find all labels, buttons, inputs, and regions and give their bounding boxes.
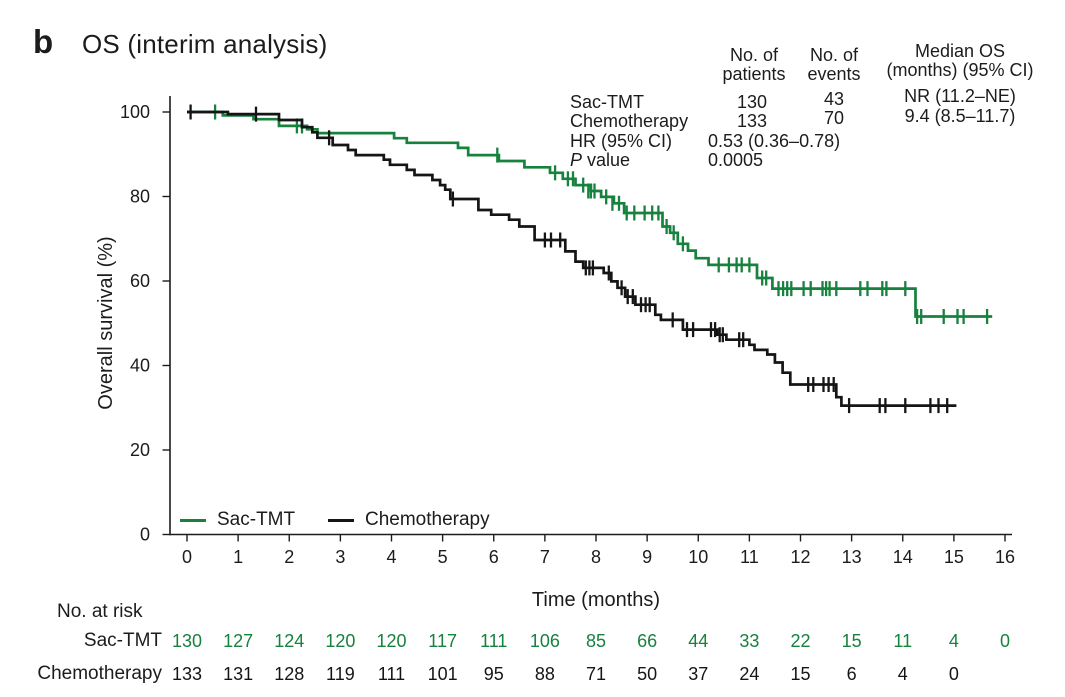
y-tick-label: 100 xyxy=(120,102,150,122)
risk-count: 50 xyxy=(637,664,658,684)
risk-row-sac-tmt: Sac-TMT 130 127 124 120 120 117 111 106 85 66 44 33… xyxy=(0,630,1065,652)
x-tick-label: 2 xyxy=(284,547,294,567)
stats-chemotherapy-events: 70 xyxy=(823,108,845,128)
risk-count: 120 xyxy=(325,631,356,651)
y-tick-label: 40 xyxy=(130,356,150,376)
risk-count: 117 xyxy=(428,631,457,651)
chemotherapy-legend-label: Chemotherapy xyxy=(365,509,490,530)
censor-marks-sac-tmt xyxy=(213,104,989,324)
stats-sac-tmt-patients: 130 xyxy=(736,92,768,112)
risk-count: 124 xyxy=(274,631,305,651)
x-tick-label: 9 xyxy=(642,547,652,567)
x-tick-label: 3 xyxy=(335,547,345,567)
risk-count: 128 xyxy=(274,664,305,684)
risk-row-chemotherapy: Chemotherapy 133 131 128 119 111 101 95 88 71 50 3… xyxy=(0,663,1065,685)
risk-count: 85 xyxy=(585,631,607,651)
risk-count: 0 xyxy=(948,664,959,684)
stats-sac-tmt-events: 43 xyxy=(823,89,845,109)
stats-col-median-header: Median OS (months) (95% CI) xyxy=(886,41,1034,80)
sac-tmt-legend-label: Sac-TMT xyxy=(217,509,296,530)
stats-hr-value: 0.53 (0.36–0.78) xyxy=(708,131,841,151)
x-tick-label: 16 xyxy=(995,547,1015,567)
risk-count: 130 xyxy=(171,631,203,651)
stats-row-hr-label: HR (95% CI) xyxy=(570,131,673,151)
risk-count: 24 xyxy=(739,664,760,684)
x-axis-title: Time (months) xyxy=(531,589,661,611)
risk-row-label: Chemotherapy xyxy=(37,663,162,684)
risk-count: 4 xyxy=(948,631,959,651)
y-axis-title: Overall survival (%) xyxy=(95,236,117,410)
y-axis-ticks: 0 20 40 60 80 100 xyxy=(120,102,170,545)
risk-count: 11 xyxy=(893,631,913,651)
risk-count: 111 xyxy=(377,664,406,684)
risk-count: 37 xyxy=(688,664,709,684)
risk-count: 71 xyxy=(585,664,607,684)
risk-count: 127 xyxy=(223,631,254,651)
x-tick-label: 6 xyxy=(489,547,499,567)
x-tick-label: 15 xyxy=(944,547,964,567)
figure-title: OS (interim analysis) xyxy=(82,29,328,59)
risk-count: 44 xyxy=(688,631,709,651)
risk-count: 131 xyxy=(223,664,254,684)
x-tick-label: 10 xyxy=(688,547,708,567)
stats-chemotherapy-median: 9.4 (8.5–11.7) xyxy=(904,106,1016,126)
stats-col-patients-header: No. of patients xyxy=(722,45,786,84)
chemotherapy-legend-line xyxy=(328,519,354,522)
x-tick-label: 4 xyxy=(386,547,396,567)
x-axis-ticks: 0 1 2 3 4 5 6 7 8 9 10 11 12 13 14 15 16 xyxy=(182,534,1015,567)
risk-count: 111 xyxy=(480,631,508,651)
x-tick-label: 11 xyxy=(740,547,759,567)
sac-tmt-legend-line xyxy=(180,519,206,522)
stats-row-pvalue-label: P value xyxy=(570,150,631,170)
y-tick-label: 60 xyxy=(130,271,150,291)
risk-table-title: No. at risk xyxy=(57,601,143,622)
panel-label: b xyxy=(33,23,54,60)
risk-count: 119 xyxy=(326,664,355,684)
stats-row-sac-tmt-label: Sac-TMT xyxy=(570,92,644,112)
x-tick-label: 8 xyxy=(591,547,601,567)
risk-count: 0 xyxy=(999,631,1011,651)
stats-chemotherapy-patients: 133 xyxy=(736,111,768,131)
km-curve-sac-tmt xyxy=(187,110,993,318)
risk-count: 33 xyxy=(739,631,760,651)
stats-pvalue-value: 0.0005 xyxy=(708,150,764,170)
stats-sac-tmt-median: NR (11.2–NE) xyxy=(904,86,1016,106)
risk-count: 95 xyxy=(483,664,504,684)
x-tick-label: 0 xyxy=(182,547,192,567)
y-tick-label: 0 xyxy=(140,525,150,545)
risk-count: 66 xyxy=(637,631,658,651)
risk-count: 120 xyxy=(376,631,407,651)
risk-count: 106 xyxy=(529,631,560,651)
x-tick-label: 1 xyxy=(233,547,243,567)
p-italic: P xyxy=(570,150,583,170)
risk-count: 4 xyxy=(897,664,908,684)
stats-row-chemotherapy-label: Chemotherapy xyxy=(570,111,689,131)
risk-count: 6 xyxy=(846,664,857,684)
x-tick-label: 12 xyxy=(790,547,810,567)
risk-count: 101 xyxy=(427,664,458,684)
x-tick-label: 5 xyxy=(438,547,448,567)
risk-row-label: Sac-TMT xyxy=(83,630,162,651)
y-tick-label: 20 xyxy=(130,440,150,460)
risk-count: 15 xyxy=(841,631,862,651)
stats-col-events-header: No. of events xyxy=(807,45,861,84)
y-tick-label: 80 xyxy=(130,187,150,207)
risk-count: 133 xyxy=(171,664,203,684)
risk-count: 88 xyxy=(534,664,555,684)
censor-marks-chemotherapy xyxy=(189,104,949,414)
x-tick-label: 14 xyxy=(893,547,913,567)
risk-count: 22 xyxy=(790,631,811,651)
risk-count: 15 xyxy=(790,664,811,684)
x-tick-label: 7 xyxy=(540,547,550,567)
x-tick-label: 13 xyxy=(842,547,862,567)
